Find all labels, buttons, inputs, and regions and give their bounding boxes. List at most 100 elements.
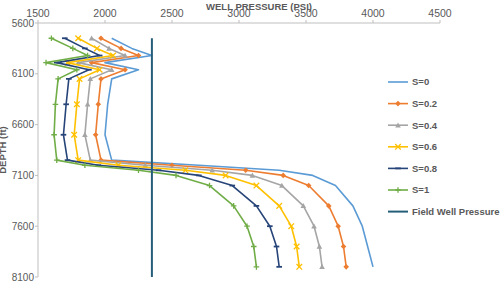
- marker: [54, 62, 60, 64]
- y-tick: [35, 23, 38, 24]
- marker: [136, 53, 142, 59]
- marker: [98, 76, 104, 82]
- legend: S=0 S=0.2 S=0.4 S=0.6 S=0.8 S=1 Field Well Pre…: [388, 76, 499, 217]
- marker: [53, 101, 59, 107]
- marker: [97, 67, 103, 73]
- marker: [122, 53, 128, 58]
- marker: [106, 46, 112, 51]
- marker: [82, 162, 88, 168]
- marker: [223, 173, 229, 179]
- legend-label: S=0.6: [412, 141, 437, 152]
- x-tick: [373, 20, 374, 23]
- marker: [109, 67, 115, 72]
- legend-marker: [395, 144, 401, 150]
- marker: [54, 157, 60, 163]
- x-tick: [239, 20, 240, 23]
- marker: [250, 173, 256, 178]
- legend-swatch: [388, 211, 408, 213]
- marker: [136, 168, 142, 174]
- marker: [306, 183, 312, 189]
- y-tick: [35, 277, 38, 278]
- marker: [122, 67, 128, 73]
- marker: [244, 223, 250, 229]
- legend-marker: [395, 122, 401, 127]
- chart: 1500200025003000350040004500560061006600…: [0, 0, 500, 285]
- y-axis-line: [38, 23, 39, 277]
- marker: [110, 53, 116, 59]
- legend-label: S=0.4: [412, 120, 438, 131]
- x-tick: [440, 20, 441, 23]
- legend-label: S=0: [412, 76, 429, 87]
- y-tick: [35, 73, 38, 74]
- marker: [173, 173, 179, 179]
- marker: [254, 205, 260, 207]
- marker: [156, 169, 162, 171]
- x-tick-label: 2500: [160, 7, 184, 19]
- x-tick-label: 4000: [361, 7, 385, 19]
- marker: [326, 203, 332, 209]
- marker: [317, 244, 323, 249]
- legend-marker: [395, 167, 401, 169]
- series-line: [151, 38, 153, 277]
- marker: [55, 76, 61, 82]
- marker: [276, 266, 282, 268]
- marker: [279, 183, 285, 188]
- y-tick-label: 6100: [12, 68, 35, 79]
- legend-label: S=0.2: [412, 98, 437, 109]
- marker: [294, 244, 300, 250]
- x-tick: [172, 20, 173, 23]
- marker: [62, 37, 68, 39]
- marker: [66, 78, 72, 80]
- marker: [74, 67, 80, 73]
- marker: [231, 203, 237, 209]
- y-tick: [35, 124, 38, 125]
- legend-marker: [395, 101, 401, 107]
- marker: [89, 35, 95, 40]
- legend-label: Field Well Pressure: [412, 206, 499, 217]
- marker: [98, 35, 104, 41]
- plot-area: [43, 35, 373, 277]
- marker: [97, 55, 103, 57]
- legend-swatch: [388, 168, 408, 170]
- x-axis-title: WELL PRESSURE (PSI): [206, 1, 312, 12]
- marker: [207, 183, 213, 189]
- marker: [254, 264, 260, 270]
- y-tick: [35, 175, 38, 176]
- marker: [94, 46, 100, 52]
- series-line: [67, 38, 299, 267]
- marker: [254, 183, 260, 189]
- legend-label: S=0.8: [412, 163, 437, 174]
- marker: [297, 264, 303, 270]
- marker: [196, 174, 202, 176]
- marker: [63, 103, 69, 105]
- marker: [70, 46, 76, 52]
- marker: [276, 203, 282, 209]
- x-tick: [105, 20, 106, 23]
- series-line: [78, 38, 322, 267]
- y-tick-label: 7600: [12, 221, 35, 232]
- marker: [82, 132, 88, 137]
- legend-swatch: [388, 81, 408, 83]
- x-tick: [306, 20, 307, 23]
- marker: [335, 223, 341, 229]
- marker: [51, 132, 57, 138]
- series-line: [92, 38, 347, 267]
- y-tick-label: 6600: [12, 119, 35, 130]
- marker: [77, 76, 83, 82]
- legend-label: S=1: [412, 184, 430, 195]
- marker: [280, 173, 286, 179]
- marker: [301, 203, 307, 208]
- marker: [71, 132, 77, 138]
- marker: [65, 159, 71, 161]
- marker: [85, 53, 91, 59]
- marker: [274, 246, 280, 248]
- marker: [43, 60, 49, 66]
- marker: [74, 101, 80, 107]
- marker: [267, 225, 273, 227]
- legend-marker: [395, 187, 401, 193]
- marker: [251, 244, 257, 250]
- marker: [86, 69, 92, 71]
- marker: [96, 101, 102, 107]
- marker: [93, 132, 99, 138]
- marker: [288, 223, 294, 229]
